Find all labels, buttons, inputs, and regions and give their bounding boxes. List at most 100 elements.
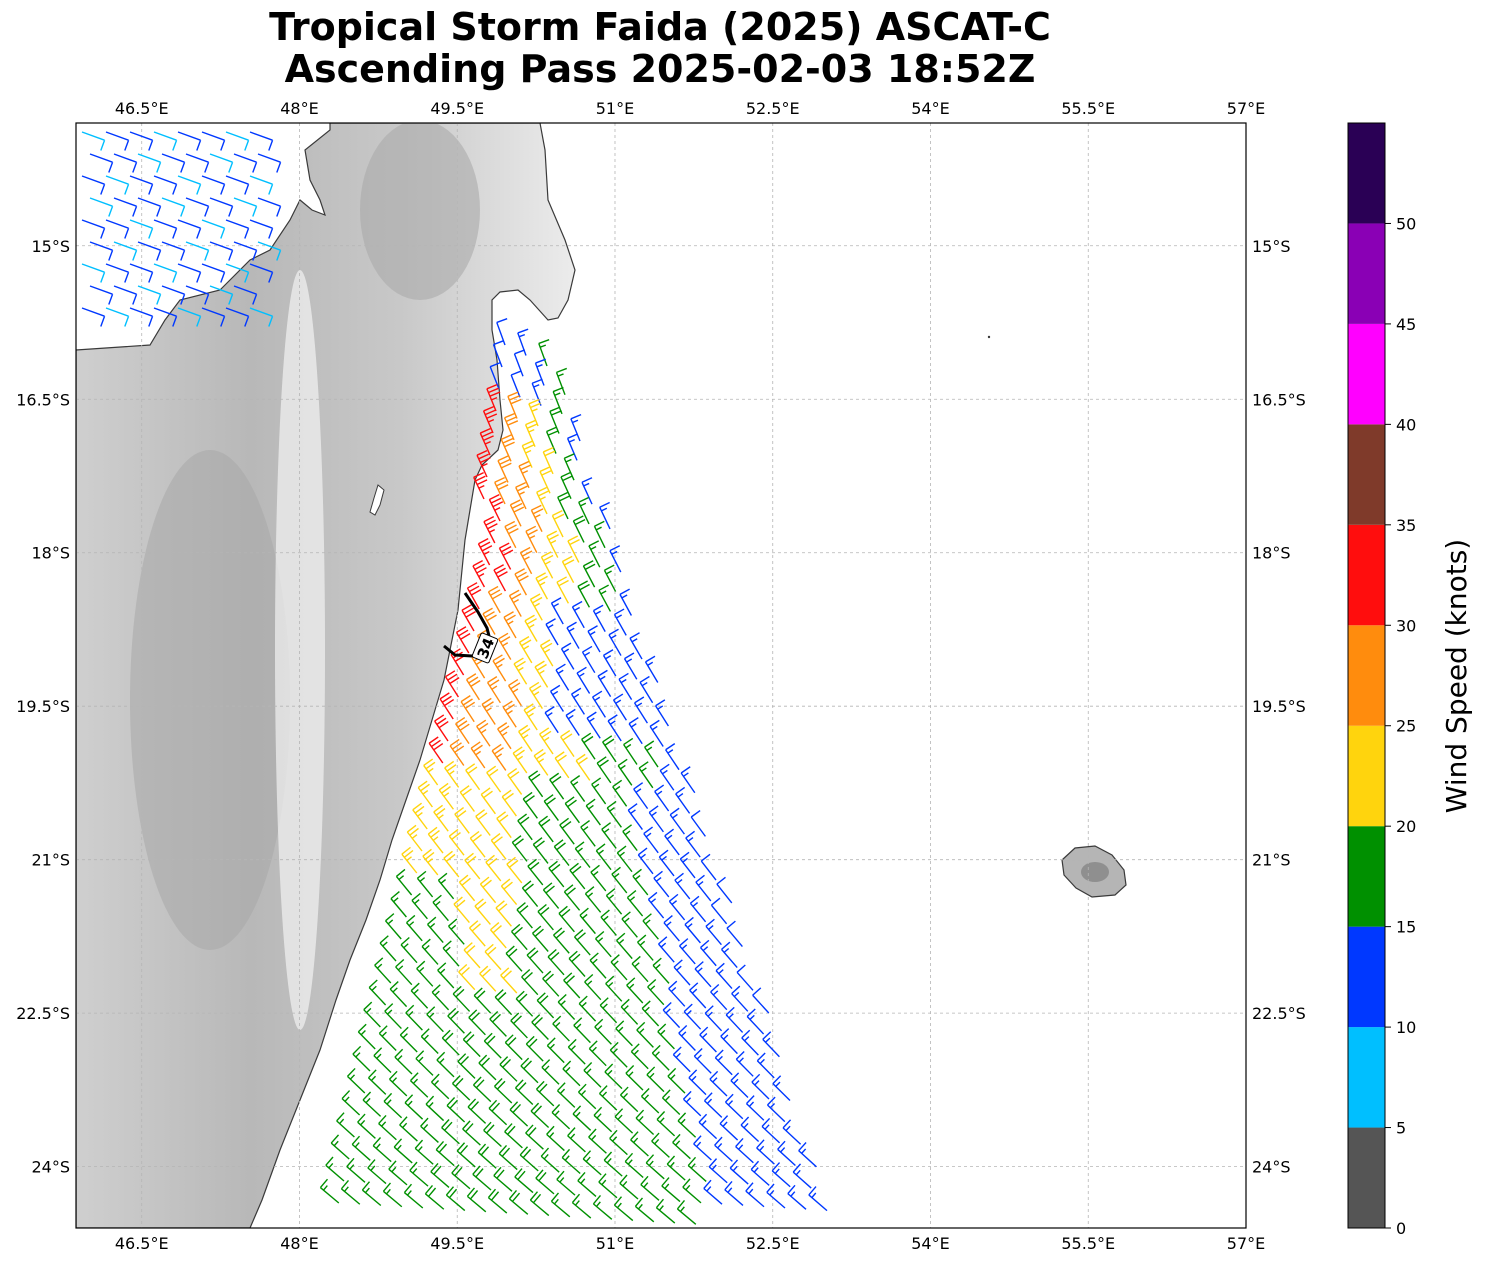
wind-barb <box>581 732 596 760</box>
lon-tick-label-top: 46.5°E <box>115 99 169 118</box>
wind-barb <box>346 1067 366 1094</box>
wind-barb <box>705 918 722 946</box>
wind-barb <box>493 564 508 592</box>
map-frame <box>75 122 1247 1229</box>
wind-barb <box>500 967 518 994</box>
wind-barb <box>618 672 633 701</box>
wind-barb <box>590 864 607 892</box>
wind-barb <box>746 1008 765 1035</box>
wind-barb <box>708 1158 728 1184</box>
lon-tick-label-bottom: 54°E <box>911 1234 949 1253</box>
wind-barb <box>570 413 582 442</box>
wind-barb <box>505 945 523 972</box>
wind-barb <box>495 900 512 927</box>
wind-barb <box>410 982 429 1009</box>
chart-title: Tropical Storm Faida (2025) ASCAT-C Asce… <box>0 6 1320 90</box>
wind-barb <box>209 153 234 173</box>
lat-tick-label-left: 24°S <box>31 1158 70 1177</box>
wind-barb <box>576 666 591 694</box>
wind-barb <box>497 722 512 750</box>
wind-barb <box>787 1184 807 1210</box>
colorbar-bin <box>1348 123 1385 224</box>
wind-barb <box>390 891 407 918</box>
wind-barb <box>209 197 234 217</box>
wind-barb <box>550 597 564 625</box>
wind-barb <box>582 1150 602 1176</box>
wind-barb <box>798 1142 817 1168</box>
wind-barb <box>357 1113 376 1139</box>
wind-barb <box>177 307 202 327</box>
wind-barb <box>552 386 564 415</box>
wind-barb <box>543 794 559 821</box>
wind-barb <box>612 779 628 807</box>
wind-barb <box>679 851 696 879</box>
wind-barb <box>504 1034 523 1061</box>
lon-tick-label-bottom: 46.5°E <box>115 1234 169 1253</box>
wind-barb <box>249 131 274 151</box>
wind-barb <box>599 997 618 1024</box>
wind-barb <box>362 1091 382 1117</box>
wind-barb <box>426 916 444 944</box>
wind-barb <box>249 219 274 239</box>
wind-barb <box>605 975 623 1002</box>
wind-barb <box>687 1156 707 1182</box>
wind-barb <box>577 1171 597 1197</box>
wind-barb <box>808 1186 828 1212</box>
wind-barb <box>750 1160 770 1186</box>
wind-barb <box>591 690 606 718</box>
wind-barb <box>646 1066 665 1093</box>
wind-barb <box>372 1137 392 1163</box>
wind-barb <box>674 872 691 900</box>
wind-barb <box>619 1086 639 1113</box>
wind-barb <box>201 175 226 195</box>
wind-barb <box>509 1101 529 1127</box>
wind-barb <box>416 960 434 987</box>
wind-barb <box>560 642 575 670</box>
wind-barb <box>715 962 733 990</box>
wind-barb <box>378 1114 397 1141</box>
wind-barb <box>672 1133 691 1160</box>
wind-barb <box>736 964 754 991</box>
wind-barb <box>455 716 470 744</box>
lon-tick-label-top: 55.5°E <box>1061 99 1115 118</box>
lat-tick-label-left: 22.5°S <box>16 1004 70 1023</box>
wind-barb <box>509 499 525 527</box>
wind-barb <box>482 405 498 434</box>
wind-barb <box>642 913 659 940</box>
wind-barb <box>613 608 627 636</box>
wind-barb <box>665 743 680 771</box>
wind-barb <box>573 929 591 956</box>
wind-barb <box>761 1117 781 1144</box>
wind-barb <box>592 1195 613 1220</box>
wind-barb <box>530 504 544 533</box>
wind-barb <box>587 625 601 653</box>
wind-barb <box>584 886 602 913</box>
wind-barb <box>762 1031 780 1058</box>
lake-alaotra <box>369 484 385 516</box>
lon-tick-label-top: 49.5°E <box>430 99 484 118</box>
wind-barb <box>351 1135 371 1161</box>
wind-barb <box>518 635 533 664</box>
wind-barb <box>530 1102 550 1129</box>
wind-barb <box>451 1075 471 1101</box>
colorbar-tick-label: 20 <box>1396 817 1416 836</box>
wind-barb <box>745 1095 765 1121</box>
wind-barb <box>680 766 696 794</box>
wind-barb <box>567 535 580 563</box>
wind-barb <box>539 466 552 494</box>
wind-barb <box>710 983 728 1011</box>
wind-barb <box>639 675 654 704</box>
wind-barb <box>661 1177 681 1203</box>
wind-barb <box>430 1162 450 1188</box>
wind-barb <box>507 391 522 419</box>
wind-barb <box>689 895 707 923</box>
wind-barb <box>336 1112 355 1138</box>
wind-barb <box>225 175 250 195</box>
wind-barb <box>592 604 606 632</box>
wind-barb <box>685 830 701 858</box>
wind-barb <box>766 1183 786 1209</box>
wind-barb <box>584 973 602 1001</box>
wind-barb <box>433 804 449 832</box>
wind-barb <box>458 874 476 902</box>
wind-barb <box>177 263 202 283</box>
